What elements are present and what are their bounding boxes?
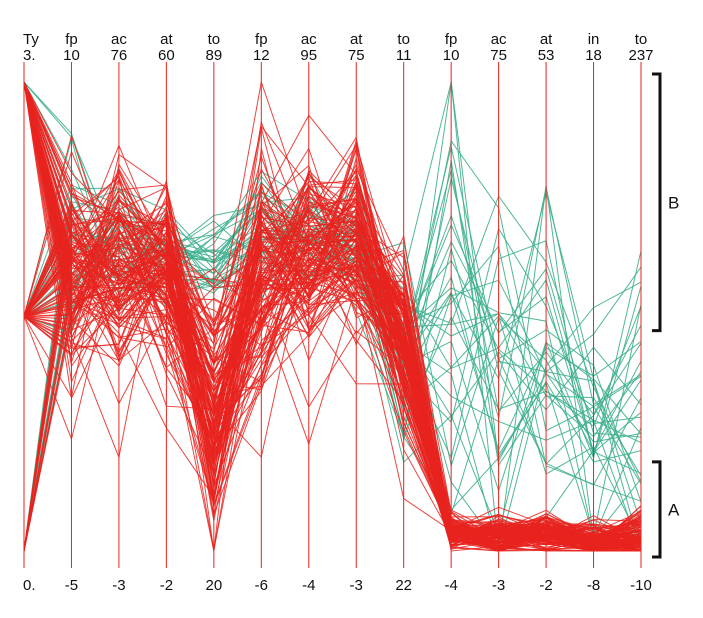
axis-max-label: 11 (396, 47, 412, 64)
red-polyline (23, 169, 642, 552)
axis-min-label: -3 (350, 577, 363, 594)
axes-layer (23, 62, 642, 568)
axis-min-label: -3 (112, 577, 125, 594)
red-polyline (23, 81, 642, 540)
axis-min-label: -4 (302, 577, 315, 594)
red-polyline (23, 81, 642, 545)
red-polyline (23, 144, 642, 552)
axis-max-label: 53 (538, 47, 555, 64)
red-polyline (23, 81, 642, 552)
axis-name-label: to (635, 31, 648, 48)
group-bracket-A (652, 460, 662, 559)
axis-min-label: -10 (630, 577, 652, 594)
axis-min-label: 20 (206, 577, 223, 594)
group-label-A: A (668, 500, 680, 519)
axis-name-label: at (160, 31, 173, 48)
axis-max-label: 60 (158, 47, 175, 64)
red-polyline (23, 199, 642, 548)
axis-max-label: 95 (300, 47, 317, 64)
group-brackets-layer: BA (652, 72, 680, 559)
red-polyline (23, 180, 642, 550)
axis-min-label: -2 (539, 577, 552, 594)
polylines-layer (23, 80, 642, 552)
axis-min-label: -8 (587, 577, 600, 594)
axis-name-label: fp (65, 31, 78, 48)
red-polyline (23, 201, 642, 552)
axis-name-label: ac (301, 31, 317, 48)
red-polyline (23, 81, 642, 549)
axis-name-label: ac (491, 31, 507, 48)
axis-min-label: 22 (395, 577, 412, 594)
axis-name-label: in (588, 31, 600, 48)
axis-max-label: 10 (443, 47, 460, 64)
axis-min-label: -4 (444, 577, 457, 594)
axis-name-label: to (397, 31, 410, 48)
group-label-B: B (668, 193, 679, 212)
red-polyline (23, 189, 642, 552)
axis-name-label: ac (111, 31, 127, 48)
red-polyline (23, 127, 642, 543)
red-polyline (23, 81, 642, 552)
axis-max-label: 89 (206, 47, 223, 64)
axis-name-label: at (540, 31, 553, 48)
red-polyline (23, 148, 642, 552)
axis-name-label: at (350, 31, 363, 48)
red-polyline (23, 239, 642, 552)
red-polyline (23, 81, 642, 550)
axis-min-label: -6 (255, 577, 268, 594)
axis-max-label: 12 (253, 47, 270, 64)
axis-max-label: 18 (585, 47, 602, 64)
axis-name-label: to (208, 31, 221, 48)
red-polyline (23, 81, 642, 552)
axis-min-label: 0. (23, 577, 36, 594)
red-polyline (23, 81, 642, 549)
red-polyline (23, 80, 642, 552)
axis-max-label: 3. (23, 47, 36, 64)
axis-name-label: fp (255, 31, 268, 48)
axis-max-label: 237 (628, 47, 653, 64)
red-polyline (23, 178, 642, 552)
red-polyline (23, 81, 642, 552)
red-polyline (23, 81, 642, 552)
red-polyline (23, 81, 642, 547)
group-bracket-B (652, 72, 662, 333)
axis-max-label: 75 (490, 47, 507, 64)
axis-min-label: -2 (160, 577, 173, 594)
red-polyline (23, 203, 642, 552)
axis-max-label: 10 (63, 47, 80, 64)
axis-name-label: Ty (23, 31, 39, 48)
red-polyline (23, 263, 642, 551)
axis-min-label: -5 (65, 577, 78, 594)
axis-max-label: 76 (111, 47, 128, 64)
axis-min-label: -3 (492, 577, 505, 594)
axis-name-label: fp (445, 31, 458, 48)
axis-max-label: 75 (348, 47, 365, 64)
axis-labels-layer: Ty3.0.fp10-5ac76-3at60-2to8920fp12-6ac95… (23, 31, 654, 594)
red-polyline (23, 169, 642, 547)
